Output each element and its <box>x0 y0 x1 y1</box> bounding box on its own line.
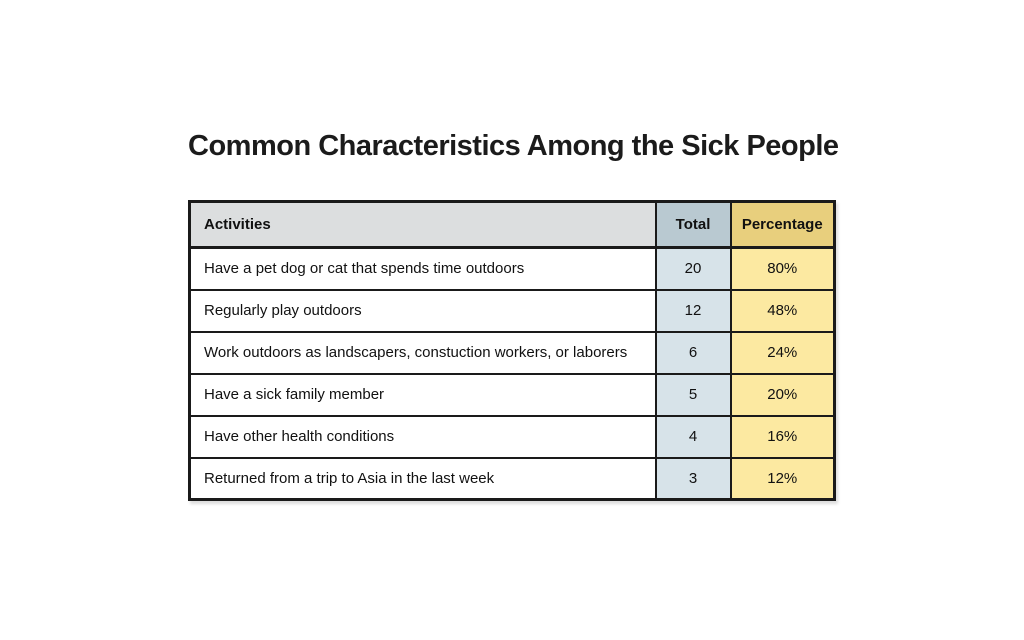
total-cell: 4 <box>654 414 732 459</box>
percentage-cell: 20% <box>729 372 836 417</box>
column-header-activities: Activities <box>188 200 657 249</box>
table-header-row: Activities Total Percentage <box>188 200 836 249</box>
percentage-cell: 80% <box>729 246 836 291</box>
table-row: Regularly play outdoors 12 48% <box>188 288 836 333</box>
table-row: Have a sick family member 5 20% <box>188 372 836 417</box>
table-row: Work outdoors as landscapers, constuctio… <box>188 330 836 375</box>
total-cell: 20 <box>654 246 732 291</box>
percentage-cell: 12% <box>729 456 836 501</box>
column-header-total: Total <box>654 200 732 249</box>
table-row: Have other health conditions 4 16% <box>188 414 836 459</box>
activity-cell: Returned from a trip to Asia in the last… <box>188 456 657 501</box>
page-title: Common Characteristics Among the Sick Pe… <box>188 130 839 162</box>
total-cell: 12 <box>654 288 732 333</box>
percentage-cell: 24% <box>729 330 836 375</box>
column-header-percentage: Percentage <box>729 200 836 249</box>
table-row: Returned from a trip to Asia in the last… <box>188 456 836 501</box>
activity-cell: Have other health conditions <box>188 414 657 459</box>
table-row: Have a pet dog or cat that spends time o… <box>188 246 836 291</box>
activity-cell: Regularly play outdoors <box>188 288 657 333</box>
total-cell: 5 <box>654 372 732 417</box>
activity-cell: Have a sick family member <box>188 372 657 417</box>
activity-cell: Have a pet dog or cat that spends time o… <box>188 246 657 291</box>
percentage-cell: 48% <box>729 288 836 333</box>
percentage-cell: 16% <box>729 414 836 459</box>
total-cell: 3 <box>654 456 732 501</box>
total-cell: 6 <box>654 330 732 375</box>
activity-cell: Work outdoors as landscapers, constuctio… <box>188 330 657 375</box>
characteristics-table: Activities Total Percentage Have a pet d… <box>188 200 836 501</box>
figure-container: Common Characteristics Among the Sick Pe… <box>188 130 839 501</box>
